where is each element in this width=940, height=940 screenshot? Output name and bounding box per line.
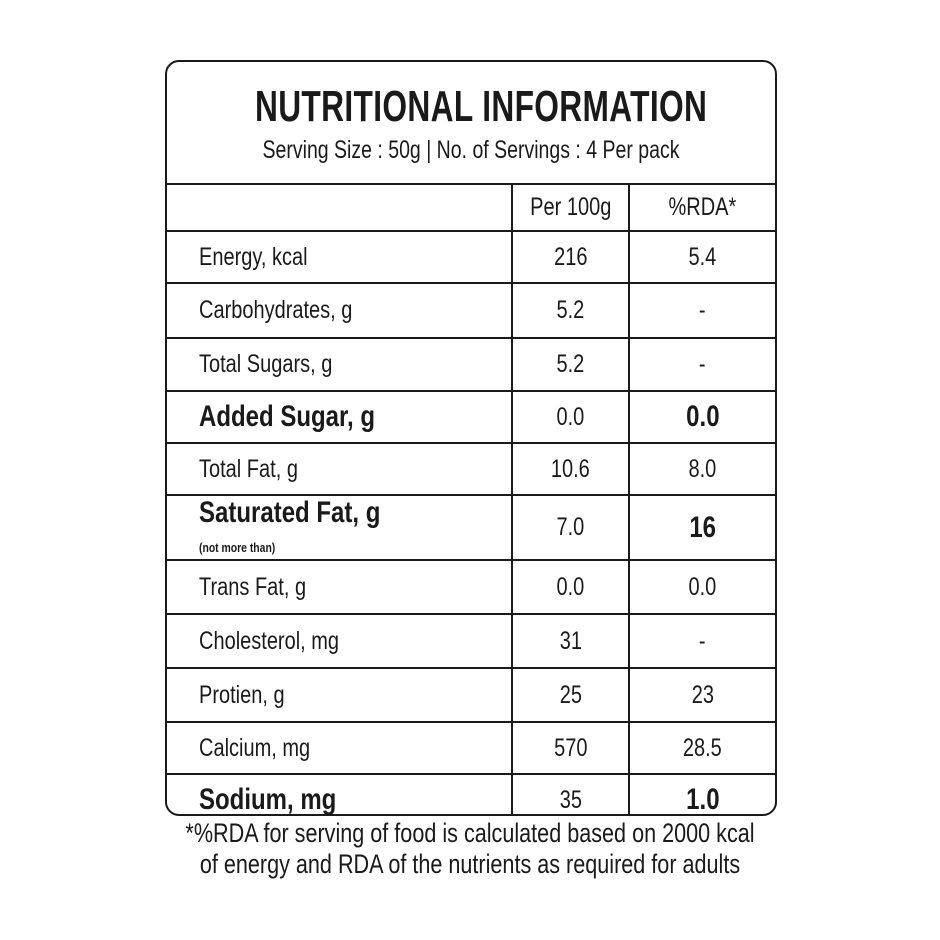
rda-value: 8.0 (629, 443, 775, 496)
table-row: Energy, kcal 216 5.4 (167, 231, 775, 284)
serving-info: Serving Size : 50g | No. of Servings : 4… (262, 136, 680, 164)
nutrient-label: Cholesterol, mg (167, 614, 513, 669)
per100g-value: 570 (512, 722, 630, 775)
per100g-value: 5.2 (512, 283, 630, 339)
per100g-value: 10.6 (512, 443, 630, 496)
per100g-value: 35 (512, 774, 630, 814)
rda-value: 1.0 (685, 783, 720, 816)
nutrient-label: Carbohydrates, g (167, 283, 513, 339)
nutrient-label: Protien, g (167, 668, 513, 723)
table-row: Sodium, mg 35 1.0 (167, 774, 775, 816)
per100g-value: 31 (512, 614, 630, 669)
rda-value: - (629, 614, 775, 669)
rda-value: 28.5 (629, 722, 775, 775)
table-row: Calcium, mg 570 28.5 (167, 722, 775, 775)
header-cell (167, 185, 513, 232)
table-row: Cholesterol, mg 31 - (167, 614, 775, 669)
nutrition-table: Per 100g %RDA* Energy, kcal 216 5.4 Carbo… (167, 185, 775, 816)
table-row: Total Fat, g 10.6 8.0 (167, 443, 775, 496)
per100g-value: 216 (512, 231, 630, 284)
nutrition-panel: NUTRITIONAL INFORMATION Serving Size : 5… (165, 60, 777, 816)
rda-value: 16 (629, 495, 775, 561)
nutrient-label: Added Sugar, g (167, 391, 513, 444)
page-title: NUTRITIONAL INFORMATION (254, 82, 708, 131)
per100g-value: 0.0 (512, 391, 630, 444)
panel-header: NUTRITIONAL INFORMATION Serving Size : 5… (167, 62, 775, 185)
table-row: Protien, g 25 23 (167, 668, 775, 723)
nutrient-label: Total Sugars, g (167, 338, 513, 392)
table-header-row: Per 100g %RDA* (167, 185, 775, 232)
footnote-line: of energy and RDA of the nutrients as re… (199, 849, 741, 879)
footnote: *%RDA for serving of food is calculated … (0, 818, 940, 880)
header-cell: Per 100g (512, 185, 630, 232)
rda-value: 0.0 (629, 560, 775, 615)
rda-value: 23 (629, 668, 775, 723)
table-row: Trans Fat, g 0.0 0.0 (167, 560, 775, 615)
per100g-value: 0.0 (512, 560, 630, 615)
table-row: Carbohydrates, g 5.2 - (167, 283, 775, 339)
nutrient-note: (not more than) (199, 540, 276, 555)
rda-value: 0.0 (629, 391, 775, 444)
nutrient-label: Calcium, mg (167, 722, 513, 775)
nutrient-label: Total Fat, g (167, 443, 513, 496)
per100g-value: 5.2 (512, 338, 630, 392)
table-row: Total Sugars, g 5.2 - (167, 338, 775, 392)
table-row: Saturated Fat, g (not more than) 7.0 16 (167, 495, 775, 561)
nutrient-label: Energy, kcal (167, 231, 513, 284)
per100g-value: 25 (512, 668, 630, 723)
nutrient-label: Sodium, mg (167, 774, 513, 814)
rda-value: - (629, 338, 775, 392)
nutrient-label: Saturated Fat, g (not more than) (167, 495, 513, 561)
per100g-value: 7.0 (512, 495, 630, 561)
rda-value: 5.4 (629, 231, 775, 284)
table-row: Added Sugar, g 0.0 0.0 (167, 391, 775, 444)
footnote-line: *%RDA for serving of food is calculated … (185, 818, 755, 848)
header-cell: %RDA* (629, 185, 775, 232)
nutrient-label: Trans Fat, g (167, 560, 513, 615)
rda-value: - (629, 283, 775, 339)
